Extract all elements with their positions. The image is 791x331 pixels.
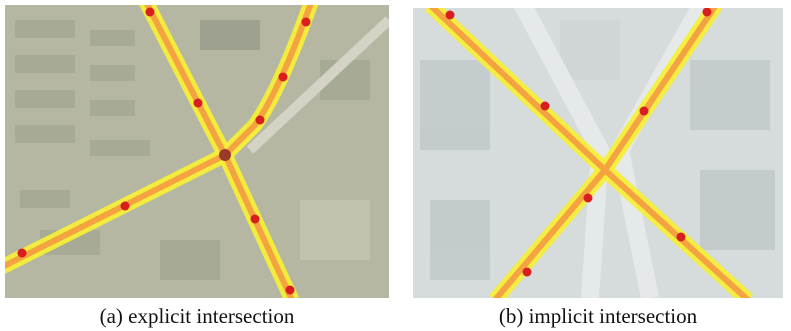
- aerial-image-a: [0, 0, 389, 300]
- figure: (a) explicit intersection (b) implicit i…: [0, 0, 791, 331]
- caption: (b) implicit intersection: [499, 304, 698, 328]
- aerial-image-b: [413, 0, 783, 300]
- caption: (a) explicit intersection: [100, 304, 295, 328]
- page: (a) explicit intersection (b) implicit i…: [0, 0, 791, 331]
